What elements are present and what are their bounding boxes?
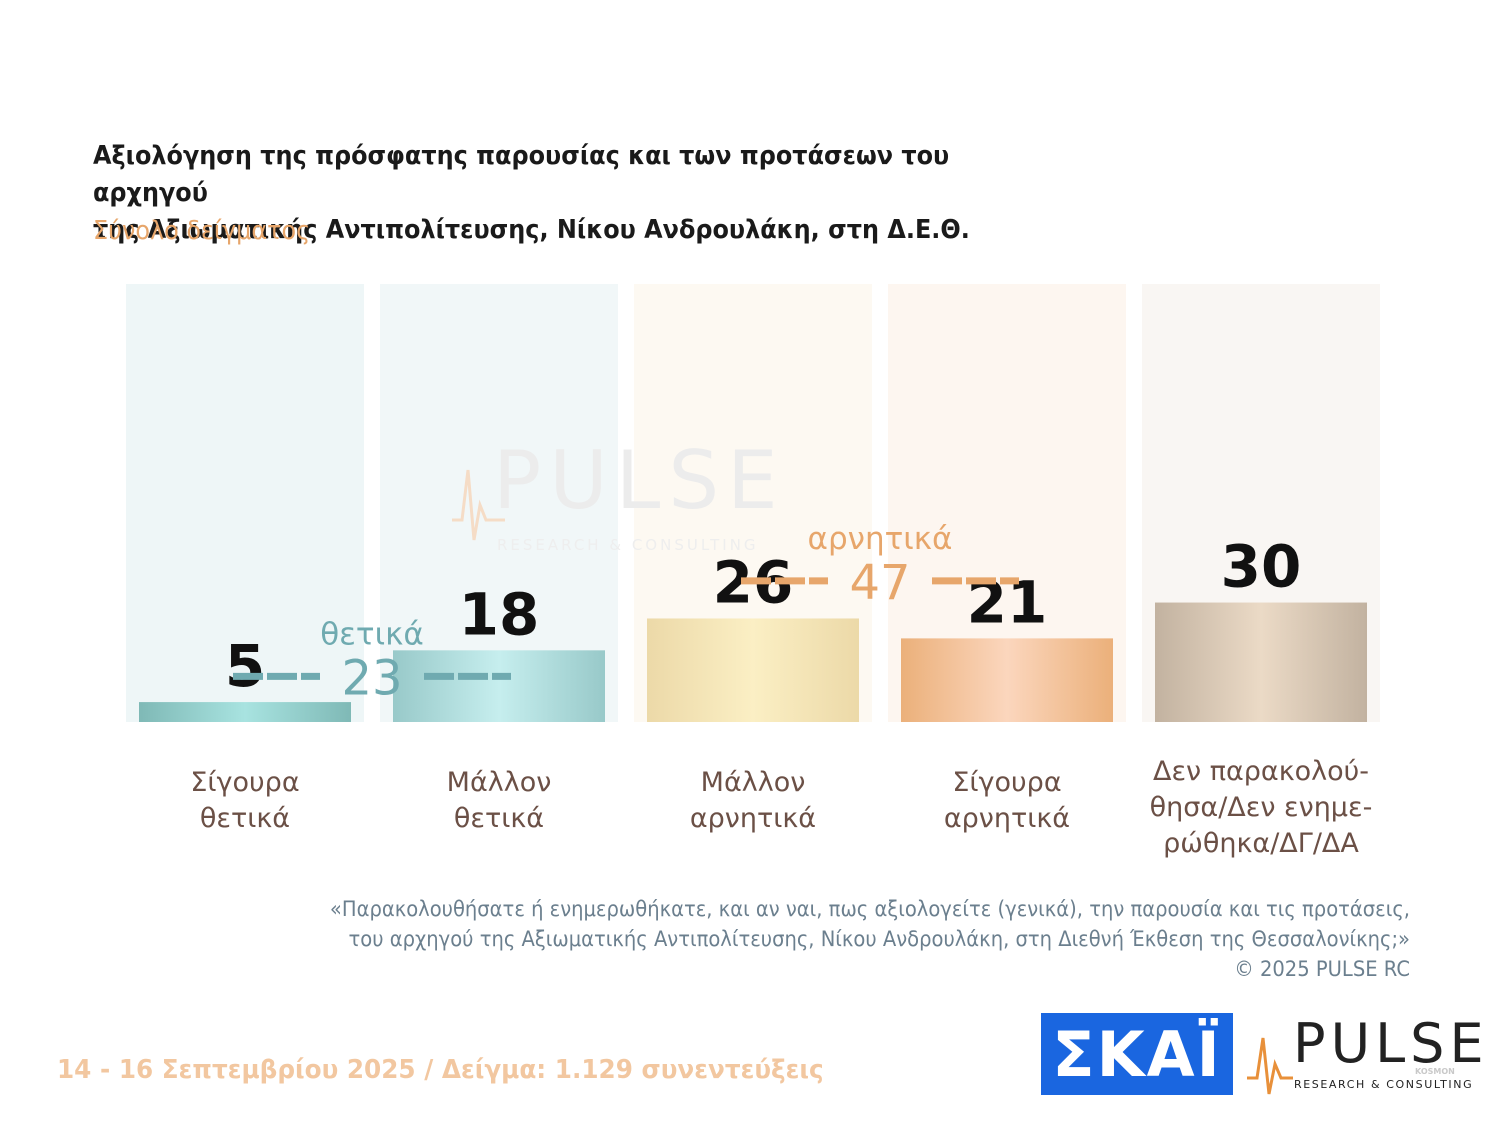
chart-title: Αξιολόγηση της πρόσφατης παρουσίας και τ…: [93, 138, 1059, 249]
watermark-word: PULSE: [493, 434, 786, 527]
pulse-logo: PULSE KOSMON RESEARCH & CONSULTING: [1245, 1012, 1484, 1102]
group-total-0: 23: [341, 650, 402, 706]
footnote-line-2: του αρχηγού της Αξιωματικής Αντιπολίτευσ…: [348, 927, 1410, 951]
survey-dateline: 14 - 16 Σεπτεμβρίου 2025 / Δείγμα: 1.129…: [57, 1055, 824, 1085]
watermark-pulse-icon: [452, 469, 505, 541]
skai-logo: ΣΚΑΪ: [1041, 1013, 1233, 1095]
pulse-watermark: PULSE RESEARCH & CONSULTING: [452, 434, 786, 554]
group-label-0: θετικά: [320, 616, 424, 652]
category-label-3-1: αρνητικά: [944, 803, 1070, 834]
group-label-1: αρνητικά: [808, 521, 953, 557]
category-label-0-0: Σίγουρα: [190, 767, 299, 798]
pulse-logo-tagline: RESEARCH & CONSULTING: [1294, 1078, 1474, 1091]
category-label-4-2: ρώθηκα/ΔΓ/ΔΑ: [1163, 828, 1359, 859]
bar-1: [393, 650, 605, 722]
copyright: © 2025 PULSE RC: [1234, 957, 1410, 981]
category-label-4-1: θησα/Δεν ενημε-: [1150, 792, 1373, 823]
bar-panel-0: [126, 284, 364, 722]
category-label-2-1: αρνητικά: [690, 803, 816, 834]
category-label-0-1: θετικά: [200, 803, 290, 834]
value-label-1: 18: [459, 580, 540, 648]
bar-panel-1: [380, 284, 618, 722]
pulse-heartbeat-icon: [1247, 1037, 1293, 1095]
question-footnote: «Παρακολουθήσατε ή ενημερωθήκατε, και αν…: [110, 894, 1410, 984]
bar-4: [1155, 602, 1367, 722]
watermark-tagline: RESEARCH & CONSULTING: [497, 536, 759, 554]
category-label-1-0: Μάλλον: [447, 767, 552, 798]
category-label-1-1: θετικά: [454, 803, 544, 834]
chart-title-line-2: της Αξιωματικής Αντιπολίτευσης, Νίκου Αν…: [93, 215, 970, 245]
category-label-2-0: Μάλλον: [701, 767, 806, 798]
value-label-0: 5: [225, 632, 265, 700]
value-label-4: 30: [1221, 533, 1302, 601]
chart-subtitle: Σύνολο δείγματος: [93, 216, 311, 246]
category-label-4-0: Δεν παρακολού-: [1153, 756, 1369, 787]
bar-2: [647, 618, 859, 722]
category-label-3-0: Σίγουρα: [952, 767, 1061, 798]
bar-3: [901, 638, 1113, 722]
group-total-1: 47: [849, 555, 910, 611]
pulse-logo-sub: KOSMON: [1415, 1067, 1455, 1076]
bar-0: [139, 702, 351, 722]
pulse-logo-word: PULSE: [1293, 1012, 1489, 1075]
footnote-line-1: «Παρακολουθήσατε ή ενημερωθήκατε, και αν…: [329, 897, 1410, 921]
chart-title-line-1: Αξιολόγηση της πρόσφατης παρουσίας και τ…: [93, 141, 950, 208]
